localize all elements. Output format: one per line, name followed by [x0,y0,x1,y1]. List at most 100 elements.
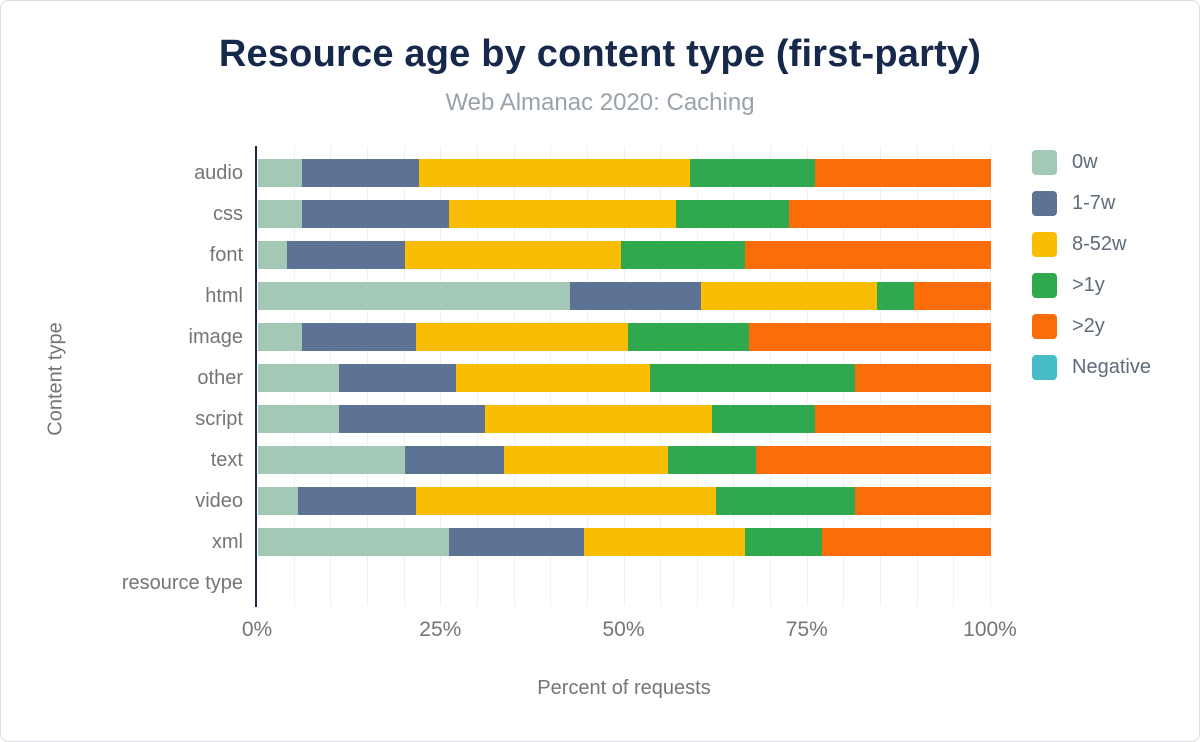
plot-area [257,146,991,606]
legend-item-0w[interactable]: 0w [1032,150,1151,175]
bar-segment-video-8-52w[interactable] [415,487,717,515]
legend-swatch-0w [1032,150,1057,175]
bar-segment-video->1y[interactable] [716,487,856,515]
bar-segment-css-1-7w[interactable] [301,200,449,228]
bar-segment-image-8-52w[interactable] [415,323,629,351]
bar-segment-audio->2y[interactable] [815,159,991,187]
bar-row-html [258,282,991,310]
y-label-audio: audio [194,162,243,184]
bar-segment-script-1-7w[interactable] [338,405,486,433]
legend-item-Negative[interactable]: Negative [1032,355,1151,380]
bar-segment-css->2y[interactable] [789,200,991,228]
bar-segment-other-0w[interactable] [258,364,339,392]
legend-item-8-52w[interactable]: 8-52w [1032,232,1151,257]
bar-segment-css-8-52w[interactable] [448,200,676,228]
bar-row-resource-type [258,569,991,597]
bar-segment-xml-8-52w[interactable] [584,528,746,556]
bar-segment-text-8-52w[interactable] [503,446,669,474]
bar-segment-video-0w[interactable] [258,487,299,515]
legend-label-8-52w: 8-52w [1072,233,1127,255]
y-label-css: css [213,203,243,225]
bar-segment-other->1y[interactable] [650,364,856,392]
bar-segment-font-0w[interactable] [258,241,288,269]
legend-swatch->1y [1032,273,1057,298]
bar-segment-video->2y[interactable] [855,487,991,515]
bar-segment-image->1y[interactable] [628,323,750,351]
bar-segment-text->2y[interactable] [756,446,991,474]
legend-swatch-8-52w [1032,232,1057,257]
bar-segment-font->1y[interactable] [620,241,746,269]
x-tick-100: 100% [963,618,1017,641]
bar-segment-video-1-7w[interactable] [298,487,416,515]
bar-segment-other->2y[interactable] [855,364,991,392]
x-tick-25: 25% [419,618,462,641]
bar-row-audio [258,159,991,187]
legend-item->2y[interactable]: >2y [1032,314,1151,339]
legend-swatch-1-7w [1032,191,1057,216]
y-label-other: other [197,367,243,389]
bar-segment-css->1y[interactable] [675,200,790,228]
bar-segment-text-1-7w[interactable] [404,446,504,474]
y-label-resource-type: resource type [121,572,243,594]
bar-row-video [258,487,991,515]
bar-segment-html-0w[interactable] [258,282,570,310]
bar-segment-html->2y[interactable] [914,282,991,310]
y-axis-line [255,146,257,607]
bar-segment-audio-0w[interactable] [258,159,302,187]
bar-segment-font-8-52w[interactable] [404,241,621,269]
bar-segment-html->1y[interactable] [877,282,914,310]
bar-segment-font-1-7w[interactable] [287,241,405,269]
bar-segment-script-0w[interactable] [258,405,339,433]
bar-row-image [258,323,991,351]
bar-segment-audio->1y[interactable] [690,159,816,187]
y-label-text: text [210,449,243,471]
bar-row-text [258,446,991,474]
chart-subtitle: Web Almanac 2020: Caching [445,89,755,116]
bar-segment-script->1y[interactable] [712,405,816,433]
y-label-font: font [209,244,243,266]
bar-segment-image-1-7w[interactable] [301,323,416,351]
bar-segment-other-8-52w[interactable] [455,364,651,392]
y-label-image: image [188,326,243,348]
legend-label-0w: 0w [1072,151,1098,173]
bar-segment-audio-1-7w[interactable] [301,159,420,187]
y-axis-title: Content type [44,322,67,436]
bar-segment-html-1-7w[interactable] [569,282,702,310]
legend-item->1y[interactable]: >1y [1032,273,1151,298]
bar-segment-audio-8-52w[interactable] [419,159,691,187]
x-axis-title: Percent of requests [537,677,711,699]
legend-label->2y: >2y [1072,315,1105,337]
legend: 0w 1-7w 8-52w >1y >2y Negative [1032,150,1151,396]
legend-label-Negative: Negative [1072,356,1151,378]
x-tick-50: 50% [602,618,645,641]
bar-segment-xml->1y[interactable] [745,528,823,556]
bar-segment-text-0w[interactable] [258,446,405,474]
legend-swatch-Negative [1032,355,1057,380]
bar-row-xml [258,528,991,556]
bar-segment-text->1y[interactable] [668,446,757,474]
bar-segment-script-8-52w[interactable] [485,405,713,433]
bar-segment-font->2y[interactable] [745,241,991,269]
x-tick-75: 75% [785,618,828,641]
x-tick-0: 0% [241,618,273,641]
y-label-script: script [195,408,243,430]
bar-segment-xml-0w[interactable] [258,528,449,556]
bar-segment-image-0w[interactable] [258,323,302,351]
bar-row-font [258,241,991,269]
bar-segment-css-0w[interactable] [258,200,302,228]
bar-segment-image->2y[interactable] [749,323,991,351]
bar-segment-script->2y[interactable] [815,405,991,433]
bar-segment-xml->2y[interactable] [822,528,991,556]
y-label-xml: xml [211,531,243,553]
legend-label->1y: >1y [1072,274,1105,296]
legend-swatch->2y [1032,314,1057,339]
bar-row-css [258,200,991,228]
y-label-html: html [205,285,243,307]
bar-segment-html-8-52w[interactable] [701,282,878,310]
bar-row-script [258,405,991,433]
legend-item-1-7w[interactable]: 1-7w [1032,191,1151,216]
legend-label-1-7w: 1-7w [1072,192,1116,214]
bar-segment-other-1-7w[interactable] [338,364,456,392]
bar-segment-xml-1-7w[interactable] [448,528,585,556]
